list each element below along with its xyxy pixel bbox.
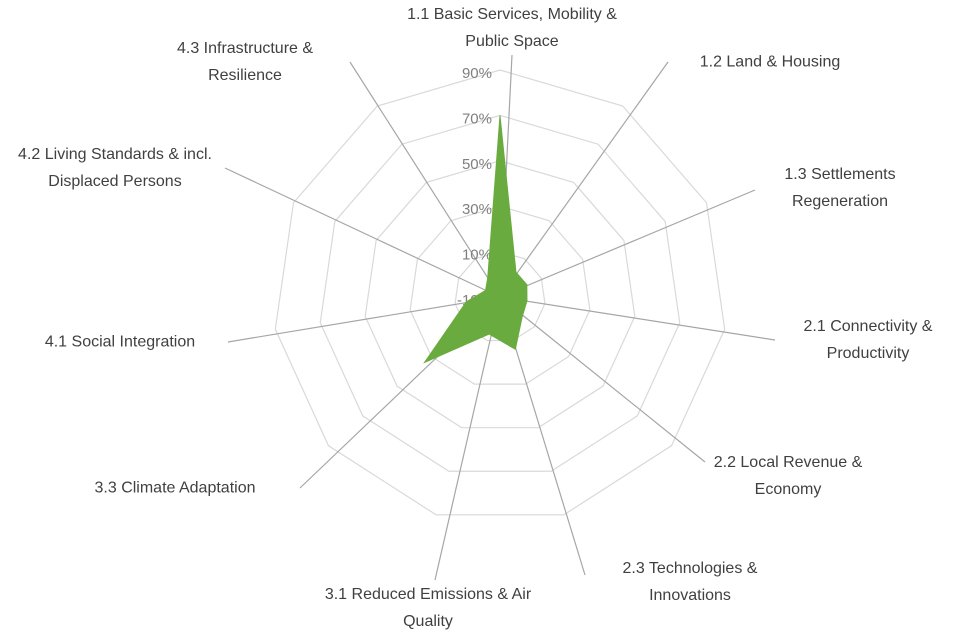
axis-line [434,296,501,581]
category-label: 2.1 Connectivity & Productivity [803,318,933,362]
category-label: 2.2 Local Revenue & Economy [713,454,863,498]
grid-ring [274,69,726,516]
axis-line [224,167,501,298]
category-label: 1.3 Settlements Regeneration [784,166,896,210]
axis-line [499,189,756,298]
tick-label: 90% [462,65,492,82]
category-label: 4.2 Living Standards & incl. Displaced P… [18,146,212,190]
category-label: 3.1 Reduced Emissions & Air Quality [324,586,532,630]
axis-line [499,61,669,298]
axis-line [227,296,501,343]
data-area [423,115,528,364]
tick-label: 50% [462,156,492,173]
category-label: 1.1 Basic Services, Mobility & Public Sp… [407,6,617,50]
category-label: 1.2 Land & Housing [699,53,841,71]
tick-label: 30% [462,201,492,218]
axis-line [349,61,501,298]
category-label: 4.1 Social Integration [44,333,196,351]
axis-line [499,296,706,463]
tick-label: 70% [462,110,492,127]
tick-label: 10% [462,247,492,264]
category-label: 3.3 Climate Adaptation [94,479,256,497]
grid-ring [319,114,681,472]
category-label: 2.3 Technologies & Innovations [622,560,758,604]
grid-ring [409,205,591,385]
category-label: 4.3 Infrastructure & Resilience [176,40,314,84]
grid-ring [364,160,636,429]
axis-line [499,296,776,341]
